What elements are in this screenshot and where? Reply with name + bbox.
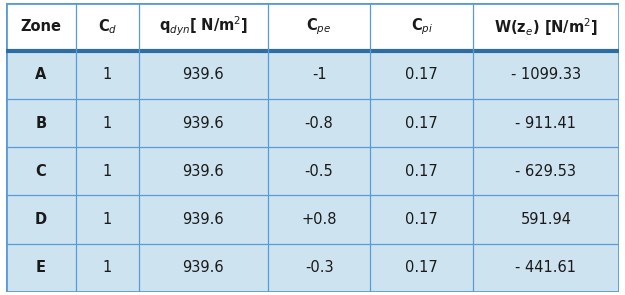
Text: Zone: Zone (21, 19, 61, 34)
Text: E: E (36, 260, 46, 276)
Text: 939.6: 939.6 (182, 260, 224, 276)
Text: D: D (35, 212, 47, 227)
Text: 1: 1 (102, 212, 112, 227)
Text: -0.3: -0.3 (305, 260, 333, 276)
Text: 0.17: 0.17 (406, 67, 438, 82)
Text: 0.17: 0.17 (406, 116, 438, 131)
Bar (6, 51, 619, 99)
Text: 591.94: 591.94 (521, 212, 571, 227)
Text: - 1099.33: - 1099.33 (511, 67, 581, 82)
Text: - 629.53: - 629.53 (516, 164, 576, 179)
Text: C: C (36, 164, 46, 179)
Bar (6, 147, 619, 196)
Text: -0.8: -0.8 (305, 116, 334, 131)
Text: -1: -1 (312, 67, 326, 82)
Text: +0.8: +0.8 (301, 212, 337, 227)
Text: W(z$_{e}$) [N/m$^{2}$]: W(z$_{e}$) [N/m$^{2}$] (494, 16, 598, 38)
Text: 939.6: 939.6 (182, 116, 224, 131)
Text: 1: 1 (102, 164, 112, 179)
Text: A: A (36, 67, 47, 82)
Bar (6, 196, 619, 244)
Text: 1: 1 (102, 67, 112, 82)
Bar (6, 3, 619, 51)
Text: C$_{d}$: C$_{d}$ (98, 17, 117, 36)
Bar (6, 244, 619, 292)
Text: B: B (36, 116, 47, 131)
Bar (6, 99, 619, 147)
Text: 939.6: 939.6 (182, 164, 224, 179)
Text: 939.6: 939.6 (182, 67, 224, 82)
Text: - 911.41: - 911.41 (516, 116, 576, 131)
Text: 1: 1 (102, 116, 112, 131)
Text: C$_{pi}$: C$_{pi}$ (411, 17, 433, 37)
Text: 939.6: 939.6 (182, 212, 224, 227)
Text: 1: 1 (102, 260, 112, 276)
Text: 0.17: 0.17 (406, 212, 438, 227)
Text: -0.5: -0.5 (305, 164, 334, 179)
Text: C$_{pe}$: C$_{pe}$ (306, 17, 332, 37)
Text: - 441.61: - 441.61 (516, 260, 576, 276)
Text: 0.17: 0.17 (406, 164, 438, 179)
Text: q$_{dyn}$[ N/m$^{2}$]: q$_{dyn}$[ N/m$^{2}$] (159, 15, 248, 38)
Text: 0.17: 0.17 (406, 260, 438, 276)
